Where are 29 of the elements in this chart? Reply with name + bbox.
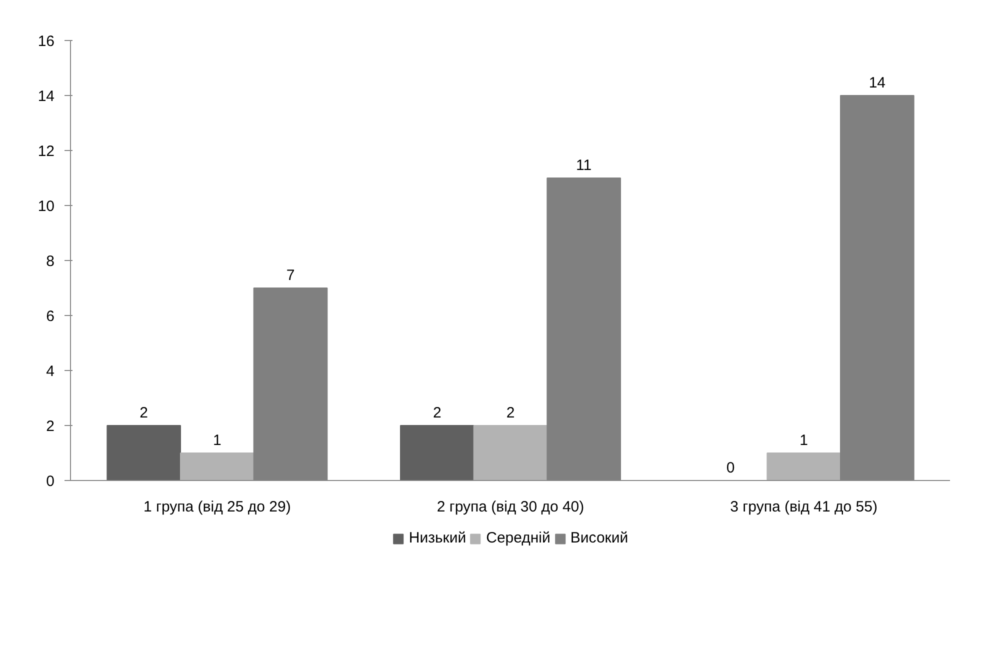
bar <box>766 452 841 480</box>
bar <box>106 425 181 480</box>
data-label: 1 <box>800 432 808 449</box>
data-label: 11 <box>576 157 592 174</box>
data-label: 7 <box>286 267 295 284</box>
y-tick-label: 6 <box>46 308 54 325</box>
data-label: 14 <box>868 74 886 92</box>
y-tick-label: 16 <box>38 33 55 50</box>
bar <box>400 425 474 480</box>
data-label: 0 <box>726 460 735 476</box>
y-tick-label: 8 <box>46 253 54 270</box>
bar <box>180 452 254 480</box>
x-tick-label: 1 група (від 25 до 29) <box>144 498 291 516</box>
legend-label: Низький <box>408 530 466 546</box>
y-tick-label: 10 <box>38 198 55 215</box>
data-label: 2 <box>140 404 148 422</box>
y-tick-label: 4 <box>46 363 54 380</box>
x-tick-label: 2 група (від 30 до 40) <box>436 498 584 516</box>
y-tick-label: 12 <box>38 143 55 160</box>
data-label: 1 <box>212 432 222 449</box>
legend-label: Високий <box>570 530 628 546</box>
bar <box>473 425 548 480</box>
data-label: 2 <box>506 404 515 422</box>
y-tick-label: 2 <box>46 418 54 435</box>
legend-label: Середній <box>486 530 550 546</box>
y-tick-label: 0 <box>46 473 54 490</box>
data-label: 2 <box>432 404 442 422</box>
y-tick-label: 14 <box>38 88 55 105</box>
x-tick-label: 3 група (від 41 до 55) <box>730 498 878 516</box>
